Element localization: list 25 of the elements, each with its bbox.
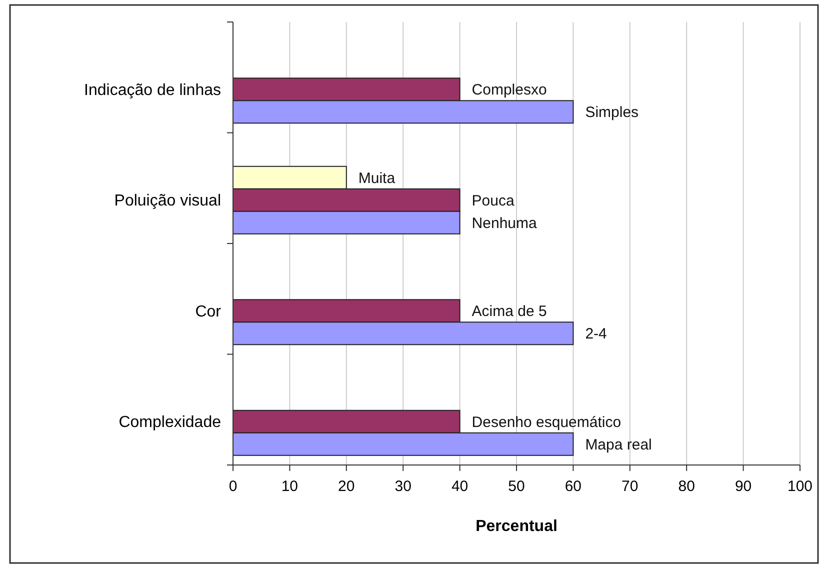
x-tick-label: 40 — [451, 478, 468, 495]
data-label: Muita — [358, 170, 396, 187]
x-tick-label: 70 — [622, 478, 638, 495]
x-tick-label: 100 — [787, 478, 813, 495]
data-label: Simples — [585, 104, 639, 122]
data-label: Mapa real — [585, 436, 652, 454]
data-label: Complesxo — [472, 82, 547, 99]
x-tick-label: 0 — [228, 478, 238, 495]
x-tick-label: 90 — [734, 478, 752, 495]
data-label: Pouca — [472, 192, 515, 210]
data-label: Acima de 5 — [472, 303, 547, 320]
x-tick-label: 30 — [394, 478, 412, 495]
x-tick-label: 80 — [678, 478, 695, 495]
x-tick-label: 10 — [281, 478, 298, 495]
y-tick-label: Cor — [195, 303, 222, 320]
x-tick-label: 20 — [338, 478, 355, 495]
x-axis-title: Percentual — [476, 518, 558, 535]
y-tick-label: Poluição visual — [114, 192, 221, 210]
data-label: Desenho esquemático — [472, 414, 622, 431]
x-tick-label: 50 — [508, 478, 525, 495]
data-label: Nenhuma — [472, 214, 538, 232]
y-tick-label: Complexidade — [118, 414, 222, 432]
x-tick-label: 60 — [564, 478, 582, 495]
data-label: 2-4 — [585, 326, 607, 343]
y-tick-label: Indicação de linhas — [84, 82, 221, 99]
